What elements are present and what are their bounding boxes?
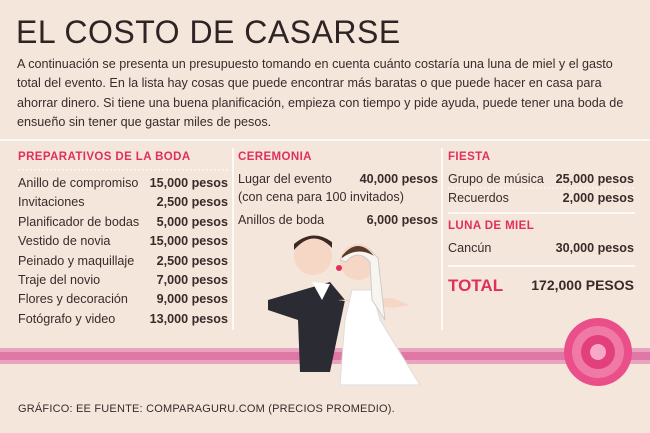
title: EL COSTO DE CASARSE [16,14,401,50]
item-name: Anillos de boda [238,213,325,228]
item-amount: 9,000 pesos [156,292,228,307]
flower [564,318,632,386]
item-name: Lugar del evento [238,172,332,186]
item-name: Anillo de compromiso [18,176,139,190]
item-name: Recuerdos [448,191,509,206]
item-amount: 2,000 pesos [562,191,634,206]
item-name: Invitaciones [18,195,85,210]
item-name: Traje del novio [18,273,101,287]
item-name: Peinado y maquillaje [18,253,135,268]
intro: A continuación se presenta un presupuest… [17,57,624,129]
item-amount: 15,000 pesos [149,234,228,249]
item-amount: 5,000 pesos [156,214,228,229]
item-amount: 7,000 pesos [156,273,228,287]
item-name: Fotógrafo y video [18,311,116,326]
item-name: Grupo de música [448,172,544,186]
item-amount: 13,000 pesos [149,311,228,326]
section-heading: CEREMONIA [238,151,312,163]
total-amount: 172,000 PESOS [531,277,634,293]
section-heading: PREPARATIVOS DE LA BODA [18,151,191,163]
item-amount: 2,500 pesos [156,253,228,268]
item-amount: 40,000 pesos [359,172,438,186]
item-amount: 2,500 pesos [156,195,228,210]
item-name: Flores y decoración [18,292,128,307]
total-label: TOTAL [448,276,504,295]
item-name: Vestido de novia [18,234,111,249]
section-heading: FIESTA [448,151,491,163]
item-note: (con cena para 100 invitados) [238,190,404,204]
item-name: Planificador de bodas [18,214,140,229]
section-heading: LUNA DE MIEL [448,220,535,232]
item-amount: 6,000 pesos [366,213,438,228]
item-amount: 25,000 pesos [555,172,634,186]
item-name: Cancún [448,241,492,255]
item-amount: 15,000 pesos [149,176,228,190]
footer: GRÁFICO: EE FUENTE: COMPARAGURU.COM (PRE… [18,403,395,415]
item-amount: 30,000 pesos [555,241,634,255]
couple [268,235,421,386]
